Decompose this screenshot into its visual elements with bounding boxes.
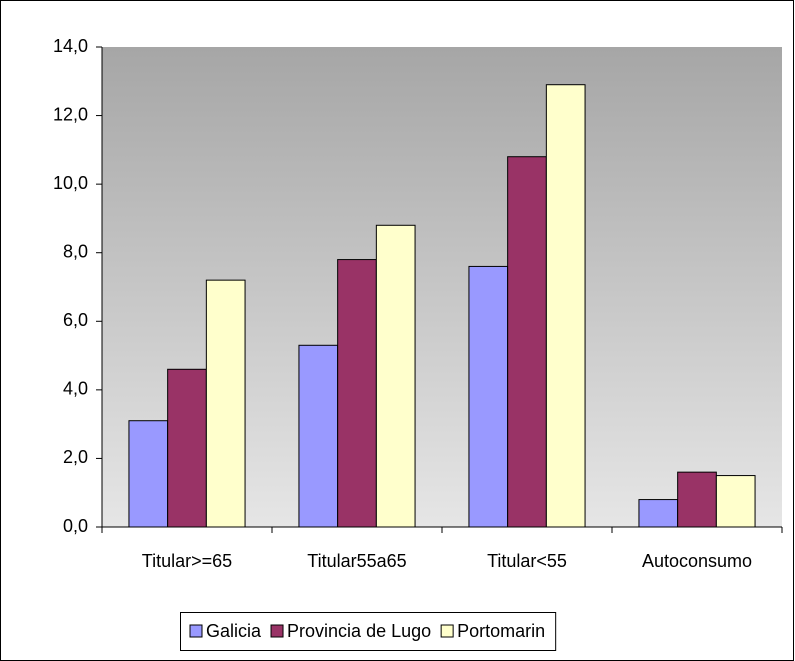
legend-swatch	[440, 624, 454, 638]
bar	[715, 475, 756, 528]
legend-label: Provincia de Lugo	[287, 621, 431, 641]
bar	[545, 84, 586, 528]
x-tick-label: Titular<55	[487, 551, 567, 571]
bar	[167, 368, 207, 528]
bar	[677, 471, 717, 528]
bar	[468, 265, 509, 528]
y-tick-label: 6,0	[63, 310, 88, 330]
bar	[337, 259, 377, 528]
y-tick-label: 4,0	[63, 379, 88, 399]
y-tick-label: 8,0	[63, 241, 88, 261]
bar	[507, 156, 547, 528]
y-tick-label: 12,0	[53, 104, 88, 124]
x-tick-label: Titular>=65	[142, 551, 232, 571]
legend	[180, 612, 557, 651]
y-tick-label: 14,0	[53, 36, 88, 56]
bar	[205, 279, 246, 528]
bar	[375, 224, 416, 528]
legend-swatch	[189, 624, 203, 638]
bar	[128, 420, 169, 528]
bar	[638, 499, 679, 528]
y-tick-label: 0,0	[63, 516, 88, 536]
legend-swatch	[270, 624, 284, 638]
bar	[298, 344, 339, 528]
y-tick-label: 2,0	[63, 447, 88, 467]
x-tick-label: Titular55a65	[307, 551, 406, 571]
x-tick-label: Autoconsumo	[642, 551, 752, 571]
legend-label: Galicia	[206, 621, 262, 641]
legend-label: Portomarin	[457, 621, 545, 641]
y-tick-label: 10,0	[53, 173, 88, 193]
